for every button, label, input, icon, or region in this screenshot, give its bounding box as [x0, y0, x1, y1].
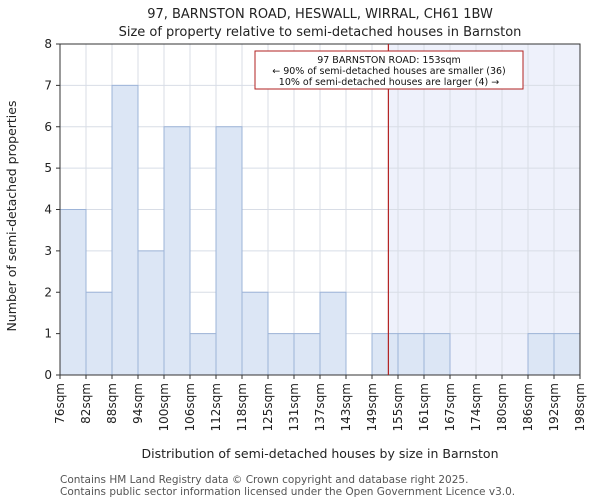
x-tick-label: 76sqm — [53, 383, 67, 424]
annotation-line-1: 97 BARNSTON ROAD: 153sqm — [317, 55, 461, 66]
bar — [267, 333, 295, 376]
bar — [553, 333, 581, 376]
bar — [111, 84, 139, 376]
x-tick-label: 143sqm — [339, 383, 353, 431]
x-tick-label: 137sqm — [313, 383, 327, 431]
x-tick-label: 155sqm — [391, 383, 405, 431]
chart-title: 97, BARNSTON ROAD, HESWALL, WIRRAL, CH61… — [147, 7, 493, 22]
y-tick-label: 5 — [44, 161, 52, 175]
y-tick-label: 6 — [44, 120, 52, 134]
x-tick-label: 198sqm — [573, 383, 587, 431]
bar — [423, 333, 451, 376]
bar — [85, 291, 113, 376]
x-tick-label: 112sqm — [209, 383, 223, 431]
bar — [59, 209, 87, 376]
bar — [163, 126, 191, 376]
bar — [371, 333, 399, 376]
x-tick-label: 100sqm — [157, 383, 171, 431]
y-ticks: 0 1 2 3 4 5 6 7 8 — [44, 37, 60, 382]
x-tick-label: 106sqm — [183, 383, 197, 431]
y-tick-label: 0 — [44, 368, 52, 382]
x-tick-label: 180sqm — [495, 383, 509, 431]
x-tick-label: 161sqm — [417, 383, 431, 431]
y-tick-label: 7 — [44, 78, 52, 92]
footer-line-1: Contains HM Land Registry data © Crown c… — [60, 474, 468, 486]
bar — [319, 291, 347, 376]
y-tick-label: 3 — [44, 244, 52, 258]
y-axis-label: Number of semi-detached properties — [4, 101, 19, 332]
x-tick-label: 94sqm — [131, 383, 145, 424]
chart-subtitle: Size of property relative to semi-detach… — [119, 25, 522, 40]
x-axis-label: Distribution of semi-detached houses by … — [142, 446, 499, 461]
y-tick-label: 8 — [44, 37, 52, 51]
y-tick-label: 4 — [44, 203, 52, 217]
annotation-line-2: ← 90% of semi-detached houses are smalle… — [272, 66, 506, 77]
x-tick-label: 149sqm — [365, 383, 379, 431]
x-tick-label: 118sqm — [235, 383, 249, 431]
bar — [137, 250, 165, 376]
x-tick-label: 131sqm — [287, 383, 301, 431]
annotation-line-3: 10% of semi-detached houses are larger (… — [279, 77, 499, 88]
footer-line-2: Contains public sector information licen… — [60, 486, 515, 498]
x-tick-label: 88sqm — [105, 383, 119, 424]
x-tick-label: 186sqm — [521, 383, 535, 431]
bars — [59, 84, 581, 376]
x-tick-label: 82sqm — [79, 383, 93, 424]
x-tick-label: 125sqm — [261, 383, 275, 431]
x-ticks: 76sqm 82sqm 88sqm 94sqm 100sqm 106sqm 112sqm 11… — [53, 375, 587, 431]
x-tick-label: 167sqm — [443, 383, 457, 431]
annotation-box: 97 BARNSTON ROAD: 153sqm ← 90% of semi-d… — [254, 50, 524, 90]
x-tick-label: 174sqm — [469, 383, 483, 431]
y-tick-label: 1 — [44, 327, 52, 341]
x-tick-label: 192sqm — [547, 383, 561, 431]
bar — [527, 333, 555, 376]
bar — [397, 333, 425, 376]
bar — [293, 333, 321, 376]
y-tick-label: 2 — [44, 285, 52, 299]
bar — [189, 333, 217, 376]
annotation-box-frame — [254, 50, 524, 90]
bar — [241, 291, 269, 376]
bar — [215, 126, 243, 376]
